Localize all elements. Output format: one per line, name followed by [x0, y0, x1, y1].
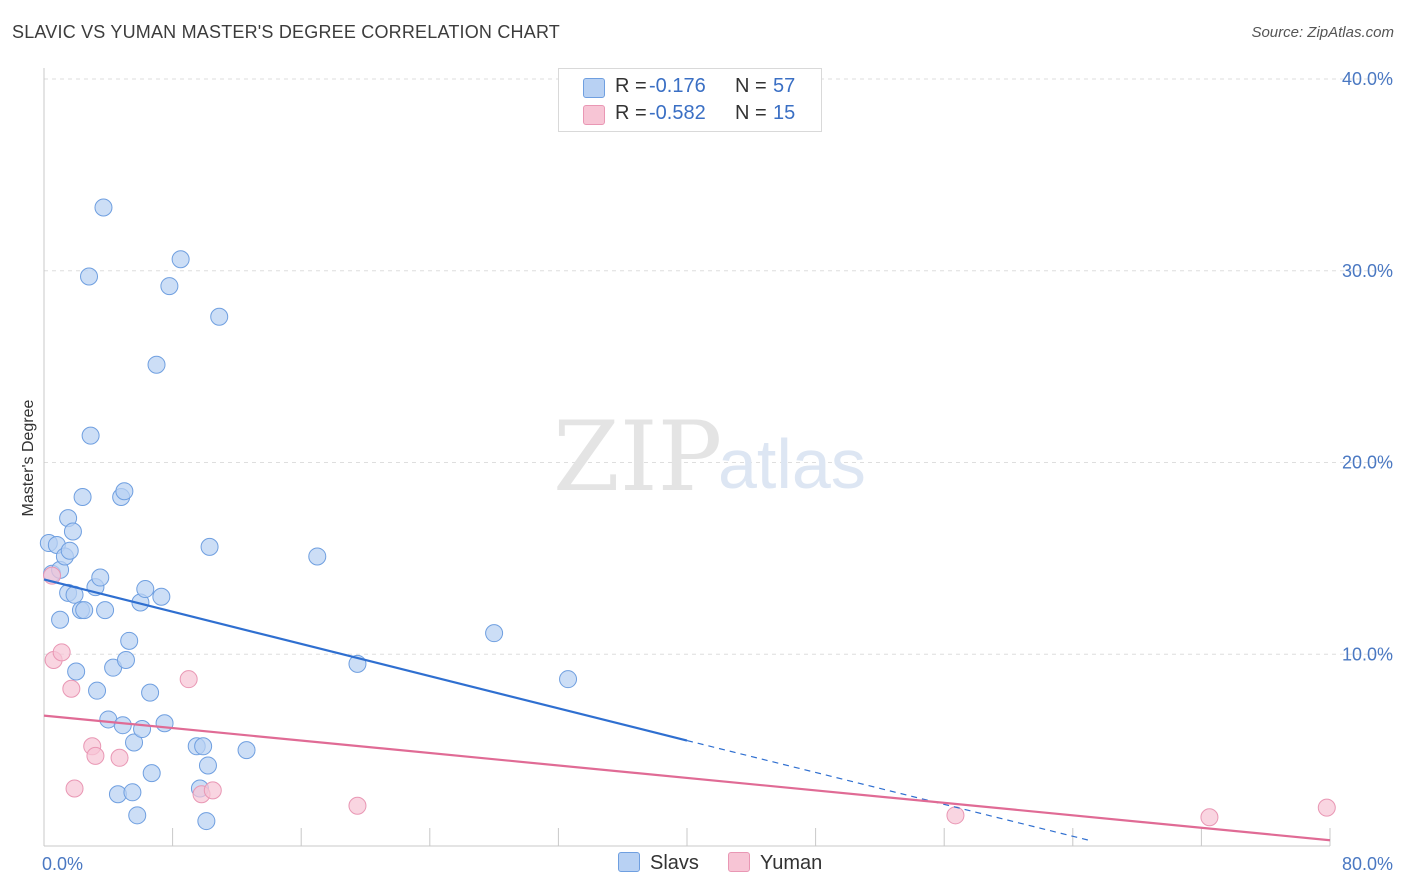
- data-point-slavs: [75, 601, 94, 620]
- data-point-yuman: [1317, 798, 1336, 817]
- trend-lines: [43, 578, 1331, 842]
- data-point-slavs: [91, 568, 110, 587]
- bottom-legend-swatch-slavs: [618, 852, 640, 872]
- legend-r-label: R =: [615, 102, 647, 124]
- data-point-slavs: [115, 482, 134, 501]
- x-tick-labels: 0.0% 80.0%: [42, 854, 1393, 874]
- data-point-slavs: [559, 670, 578, 689]
- data-point-slavs: [80, 267, 99, 286]
- bottom-legend-label-slavs: Slavs: [650, 852, 699, 874]
- data-point-slavs: [128, 806, 147, 825]
- data-point-slavs: [81, 426, 100, 445]
- chart-title: SLAVIC VS YUMAN MASTER'S DEGREE CORRELAT…: [12, 22, 561, 42]
- legend-r-value: -0.582: [649, 102, 706, 124]
- data-point-slavs: [142, 764, 161, 783]
- y-tick-label: 20.0%: [1342, 453, 1393, 473]
- data-point-yuman: [179, 670, 198, 689]
- legend-n-value: 15: [773, 102, 796, 124]
- data-point-slavs: [113, 716, 132, 735]
- bottom-legend-label-yuman: Yuman: [760, 852, 823, 874]
- legend-swatch-yuman: [583, 105, 605, 125]
- data-point-yuman: [348, 796, 367, 815]
- x-tick-label: 80.0%: [1342, 854, 1393, 874]
- data-point-yuman: [946, 806, 965, 825]
- data-point-slavs: [194, 737, 213, 756]
- data-point-slavs: [155, 714, 174, 733]
- data-point-slavs: [116, 651, 135, 670]
- y-axis-label: Master's Degree: [20, 399, 37, 516]
- data-point-slavs: [63, 522, 82, 541]
- y-tick-label: 30.0%: [1342, 261, 1393, 281]
- data-point-slavs: [152, 587, 171, 606]
- data-point-yuman: [65, 779, 84, 798]
- series-slavs: [39, 198, 578, 831]
- data-point-slavs: [171, 250, 190, 269]
- data-point-slavs: [210, 307, 229, 326]
- x-tick-label: 0.0%: [42, 854, 83, 874]
- data-point-yuman: [62, 679, 81, 698]
- y-tick-label: 40.0%: [1342, 69, 1393, 89]
- legend-r-value: -0.176: [649, 75, 706, 97]
- data-point-slavs: [60, 541, 79, 560]
- data-point-slavs: [237, 741, 256, 760]
- watermark-zip: ZIP: [553, 401, 722, 513]
- trend-line-extension-slavs: [686, 739, 1090, 841]
- data-point-slavs: [73, 488, 92, 507]
- bottom-legend-swatch-yuman: [728, 852, 750, 872]
- correlation-legend: R = -0.176 N = 57 R = -0.582 N = 15: [558, 68, 822, 132]
- source-label: Source: ZipAtlas.com: [1251, 24, 1394, 41]
- legend-n-label: N =: [735, 75, 767, 97]
- trend-line-yuman: [43, 714, 1331, 842]
- bottom-legend-slavs: Slavs: [618, 852, 699, 875]
- data-point-slavs: [141, 683, 160, 702]
- data-point-slavs: [96, 601, 115, 620]
- data-point-slavs: [147, 355, 166, 374]
- data-point-slavs: [94, 198, 113, 217]
- trend-line-slavs: [43, 578, 688, 742]
- data-point-yuman: [203, 781, 222, 800]
- data-point-slavs: [88, 681, 107, 700]
- grid-lines: [44, 78, 1392, 655]
- data-point-slavs: [200, 537, 219, 556]
- data-point-slavs: [133, 720, 152, 739]
- data-point-slavs: [160, 277, 179, 296]
- data-point-yuman: [86, 746, 105, 765]
- bottom-legend-yuman: Yuman: [728, 852, 822, 875]
- data-point-slavs: [120, 631, 139, 650]
- data-point-yuman: [110, 748, 129, 767]
- legend-n-value: 57: [773, 75, 796, 97]
- data-point-slavs: [125, 733, 144, 752]
- data-point-slavs: [308, 547, 327, 566]
- y-tick-labels: 10.0% 20.0% 30.0% 40.0%: [1342, 69, 1393, 664]
- watermark-atlas: atlas: [718, 425, 866, 503]
- data-point-slavs: [123, 783, 142, 802]
- watermark: ZIP atlas: [553, 401, 866, 513]
- data-point-slavs: [67, 662, 86, 681]
- legend-n-label: N =: [735, 102, 767, 124]
- data-point-yuman: [1200, 808, 1219, 827]
- legend-swatch-slavs: [583, 78, 605, 98]
- data-point-slavs: [198, 756, 217, 775]
- data-point-slavs: [485, 624, 504, 643]
- data-point-slavs: [51, 610, 70, 629]
- y-tick-label: 10.0%: [1342, 644, 1393, 664]
- legend-r-label: R =: [615, 75, 647, 97]
- data-point-slavs: [136, 580, 155, 599]
- data-point-yuman: [52, 643, 71, 662]
- series-yuman: [43, 566, 1336, 827]
- data-point-slavs: [197, 812, 216, 831]
